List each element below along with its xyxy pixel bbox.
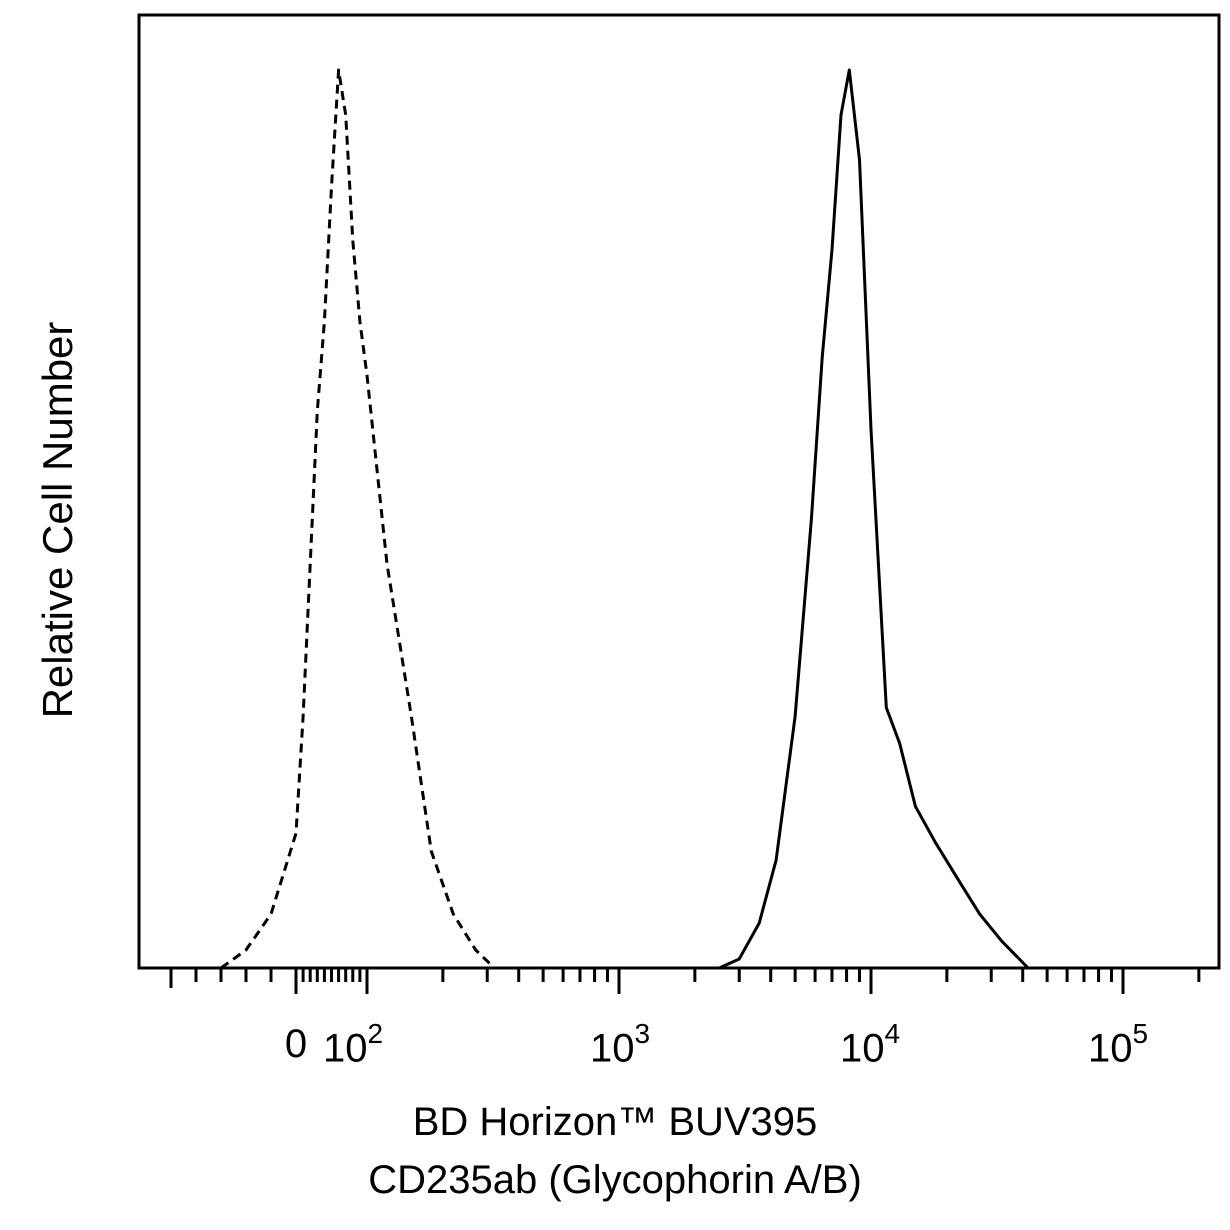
- y-axis-title: Relative Cell Number: [34, 321, 81, 719]
- histogram-series: [220, 68, 1030, 970]
- tick-label-1e5: 105: [1087, 1018, 1149, 1071]
- x-axis-title-line2: CD235ab (Glycophorin A/B): [368, 1158, 862, 1202]
- series-line-dashed: [220, 68, 496, 970]
- tick-label-1e2: 102: [322, 1018, 384, 1071]
- tick-label-1e4: 104: [839, 1018, 901, 1071]
- x-axis-ticks: [169, 968, 1201, 994]
- tick-label-0: 0: [284, 1022, 308, 1066]
- plot-frame: [137, 13, 1221, 970]
- tick-label-1e3: 103: [589, 1018, 651, 1071]
- series-line-solid: [718, 68, 1030, 970]
- x-axis-title-line1: BD Horizon™ BUV395: [412, 1100, 818, 1144]
